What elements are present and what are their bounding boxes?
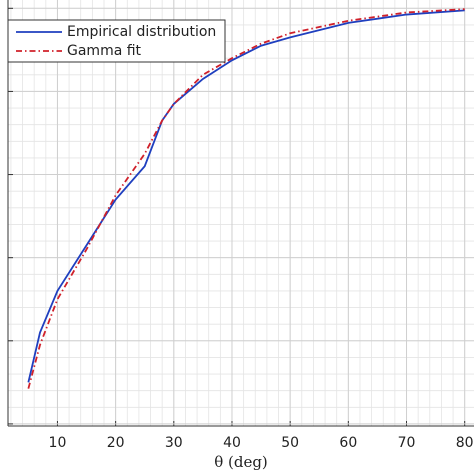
legend-box (7, 19, 226, 63)
x-tick-label: 30 (165, 435, 183, 451)
data-line (27, 8, 465, 389)
x-tick-label: 70 (398, 435, 416, 451)
legend-label: Gamma fit (67, 43, 142, 59)
x-axis-label: θ (deg) (214, 453, 268, 471)
x-tick-label: 60 (339, 435, 357, 451)
x-tick-label: 80 (456, 435, 474, 451)
legend-label: Empirical distribution (67, 24, 216, 40)
x-tick-label: 40 (223, 435, 241, 451)
x-tick-label: 10 (49, 435, 67, 451)
data-line (27, 9, 465, 383)
x-tick-label: 20 (107, 435, 125, 451)
x-tick-label: 50 (281, 435, 299, 451)
